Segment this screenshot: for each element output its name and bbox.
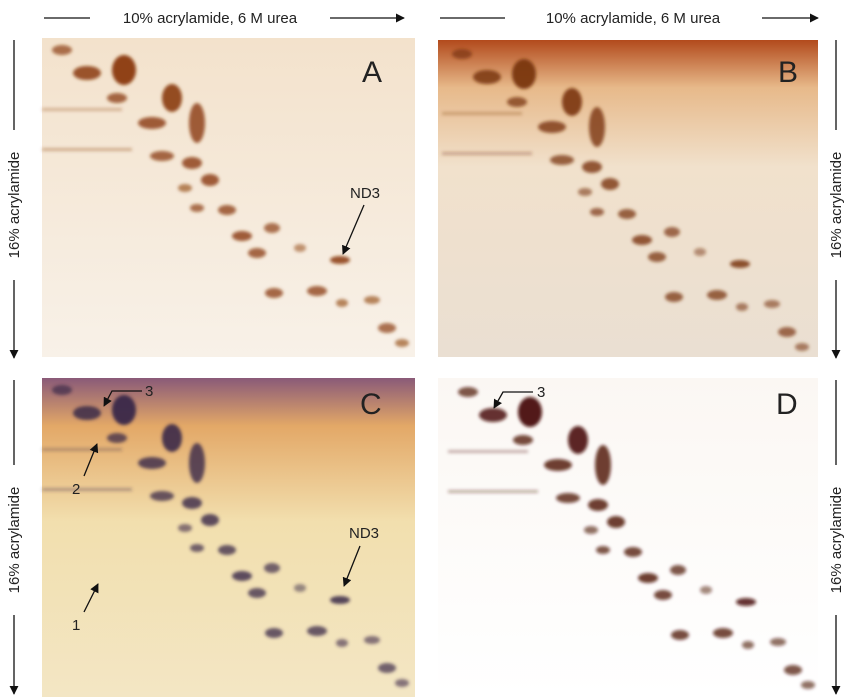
- axis-label: 16% acrylamide: [6, 487, 23, 594]
- axis-label: 16% acrylamide: [828, 152, 845, 259]
- annotation: 3: [145, 383, 153, 400]
- axis-label: 16% acrylamide: [828, 487, 845, 594]
- panel-d: [438, 378, 818, 697]
- figure: A B C D 10% acrylamide, 6 M urea 10% acr…: [0, 0, 845, 697]
- annotation: 3: [537, 384, 545, 401]
- panel-letter: A: [362, 56, 382, 89]
- annotation: 2: [72, 481, 80, 498]
- annotation: ND3: [350, 185, 380, 202]
- axis-label: 10% acrylamide, 6 M urea: [546, 10, 721, 27]
- panel-letter: C: [360, 388, 382, 421]
- panel-letter: D: [776, 388, 798, 421]
- gel-image: [438, 378, 818, 697]
- panel-letter: B: [778, 56, 798, 89]
- axis-label: 16% acrylamide: [6, 152, 23, 259]
- axis-label: 10% acrylamide, 6 M urea: [123, 10, 298, 27]
- gel-image: [438, 40, 818, 357]
- panel-b: [438, 40, 818, 357]
- annotation: 1: [72, 617, 80, 634]
- annotation: ND3: [349, 525, 379, 542]
